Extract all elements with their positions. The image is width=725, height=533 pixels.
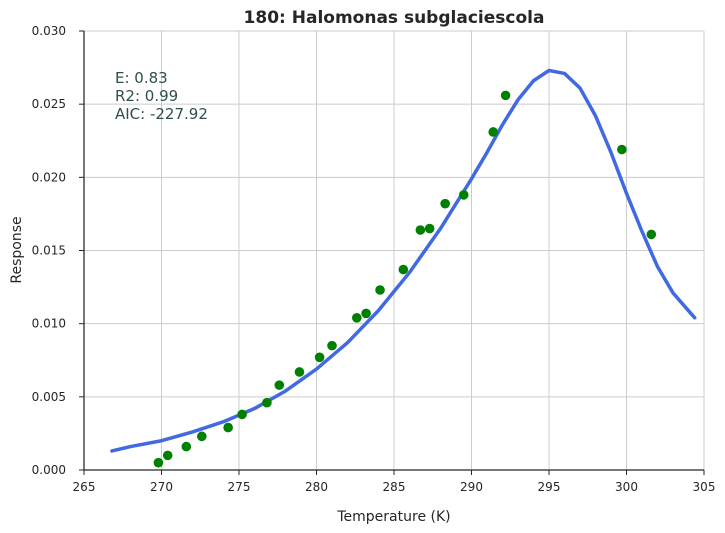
x-tick-label: 300	[615, 480, 638, 494]
grid	[83, 30, 705, 471]
data-point	[181, 441, 192, 452]
y-tick-label: 0.030	[32, 24, 66, 38]
axes: 265 270 275 280 285 290 295 300 305 0.000 0.005 0.0…	[32, 24, 716, 494]
data-point	[617, 144, 627, 155]
data-point	[327, 340, 337, 351]
data-point	[294, 367, 305, 377]
y-tick-label: 0.010	[32, 317, 66, 331]
x-tick-label: 275	[228, 480, 251, 494]
y-axis-label: Response	[9, 216, 25, 283]
y-tick-label: 0.020	[32, 170, 66, 184]
fit-curve-line	[110, 68, 697, 453]
data-point	[646, 229, 657, 240]
annotation-r2: R2: 0.99	[115, 87, 178, 105]
x-tick-label: 265	[73, 480, 96, 494]
x-axis-label: Temperature (K)	[336, 509, 450, 525]
x-tick-label: 295	[538, 480, 561, 494]
x-tick-label: 290	[460, 480, 483, 494]
data-point	[375, 285, 385, 295]
data-point	[500, 90, 511, 101]
chart-title: 180: Halomonas subglaciescola	[244, 8, 545, 28]
x-tick-label: 305	[693, 480, 716, 494]
y-tick-label: 0.005	[32, 390, 66, 404]
data-point	[440, 198, 450, 209]
data-point	[153, 457, 164, 468]
data-point	[274, 380, 285, 390]
x-tick-label: 270	[150, 480, 173, 494]
fit-curve-layer	[110, 68, 697, 453]
x-tick-label: 285	[383, 480, 406, 494]
annotation-aic: AIC: -227.92	[115, 105, 208, 123]
data-point	[415, 225, 426, 235]
x-tick-label: 280	[305, 480, 328, 494]
data-point	[424, 223, 435, 234]
data-point	[237, 409, 247, 420]
y-tick-label: 0.000	[32, 463, 66, 477]
data-point	[352, 313, 362, 323]
data-point	[314, 352, 325, 363]
data-point	[458, 190, 469, 200]
data-point	[361, 308, 371, 319]
data-point	[488, 127, 499, 137]
data-point	[262, 397, 272, 408]
annotation-e: E: 0.83	[115, 69, 168, 87]
data-point	[223, 422, 233, 433]
data-points-layer	[153, 90, 657, 468]
data-point	[197, 431, 207, 442]
data-point	[162, 450, 173, 461]
data-point	[398, 264, 409, 275]
y-tick-label: 0.015	[32, 244, 66, 258]
y-tick-label: 0.025	[32, 97, 66, 111]
